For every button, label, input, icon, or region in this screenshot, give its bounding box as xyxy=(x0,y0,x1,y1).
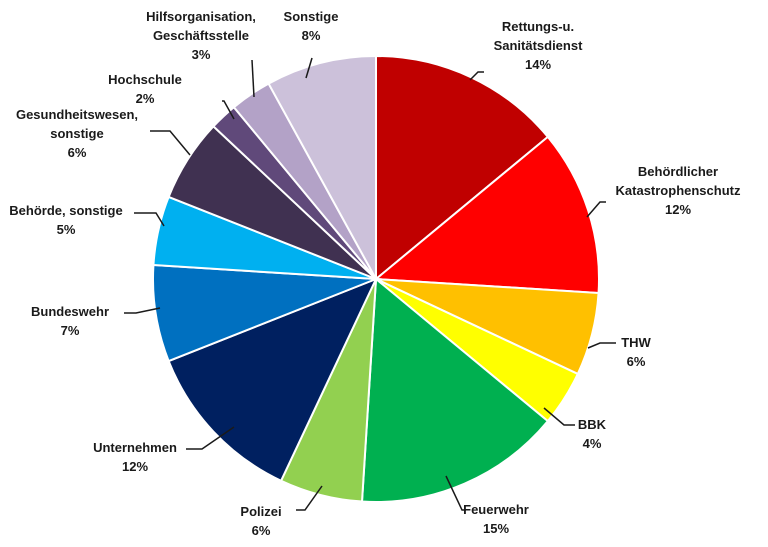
slice-name-label: Hilfsorganisation, xyxy=(146,9,256,24)
slice-name-label: Sanitätsdienst xyxy=(494,38,584,53)
slice-label-thw: THW 6% xyxy=(621,335,651,369)
leader-lines xyxy=(124,57,616,511)
slice-percent-label: 5% xyxy=(57,222,76,237)
slice-label-gesundheitswesen-sonstige: Gesundheitswesen, sonstige 6% xyxy=(16,107,138,160)
pie-slice-sonstige xyxy=(267,54,377,280)
slice-name-label: Bundeswehr xyxy=(31,304,109,319)
slice-label-sonstige: Sonstige 8% xyxy=(284,9,339,43)
slice-percent-label: 15% xyxy=(483,521,509,536)
leader-line-hilfsorganisation-geschäftsstelle xyxy=(251,59,255,98)
slice-label-behörde-sonstige: Behörde, sonstige 5% xyxy=(9,203,122,237)
slice-percent-label: 7% xyxy=(61,323,80,338)
slice-percent-label: 8% xyxy=(302,28,321,43)
slice-name-label: BBK xyxy=(578,417,607,432)
leader-line-behördlicher-katastrophenschutz xyxy=(586,201,606,218)
pie-slice-feuerwehr xyxy=(360,276,550,503)
slice-name-label: Polizei xyxy=(240,504,281,519)
leader-line-unternehmen xyxy=(186,426,235,450)
slice-labels: Rettungs-u. Sanitätsdienst 14% Behördlicher… xyxy=(9,9,741,538)
slice-percent-label: 4% xyxy=(583,436,602,451)
pie-slice-unternehmen xyxy=(167,277,378,483)
pie-slices xyxy=(152,54,600,503)
slice-percent-label: 6% xyxy=(627,354,646,369)
slice-name-label: sonstige xyxy=(50,126,103,141)
pie-slice-rettungs-u-sanitätsdienst xyxy=(375,54,550,282)
slice-percent-label: 3% xyxy=(192,47,211,62)
slice-label-hochschule: Hochschule 2% xyxy=(108,72,182,106)
slice-label-behördlicher-katastrophenschutz: Behördlicher Katastrophenschutz 12% xyxy=(616,164,741,217)
slice-label-unternehmen: Unternehmen 12% xyxy=(93,440,177,474)
slice-name-label: Unternehmen xyxy=(93,440,177,455)
slice-percent-label: 2% xyxy=(136,91,155,106)
slice-percent-label: 14% xyxy=(525,57,551,72)
slice-name-label: THW xyxy=(621,335,651,350)
leader-line-sonstige xyxy=(305,57,313,79)
leader-line-bbk xyxy=(543,407,575,426)
leader-line-hochschule xyxy=(222,100,235,120)
leader-line-bundeswehr xyxy=(124,307,161,314)
slice-label-hilfsorganisation-geschäftsstelle: Hilfsorganisation, Geschäftsstelle 3% xyxy=(146,9,256,62)
slice-name-label: Hochschule xyxy=(108,72,182,87)
slice-label-rettungs-u-sanitätsdienst: Rettungs-u. Sanitätsdienst 14% xyxy=(494,19,584,72)
slice-label-feuerwehr: Feuerwehr 15% xyxy=(463,502,529,536)
slice-percent-label: 12% xyxy=(122,459,148,474)
leader-line-polizei xyxy=(296,485,323,511)
slice-percent-label: 6% xyxy=(252,523,271,538)
slice-name-label: Rettungs-u. xyxy=(502,19,574,34)
leader-line-feuerwehr xyxy=(445,475,466,511)
pie-slice-behördlicher-katastrophenschutz xyxy=(373,135,600,295)
slice-name-label: Geschäftsstelle xyxy=(153,28,249,43)
leader-line-rettungs-u-sanitätsdienst xyxy=(469,71,484,81)
slice-name-label: Katastrophenschutz xyxy=(616,183,741,198)
slice-label-bbk: BBK 4% xyxy=(578,417,607,451)
leader-line-gesundheitswesen-sonstige xyxy=(150,130,191,156)
slice-percent-label: 12% xyxy=(665,202,691,217)
slice-name-label: Behörde, sonstige xyxy=(9,203,122,218)
slice-name-label: Feuerwehr xyxy=(463,502,529,517)
slice-label-polizei: Polizei 6% xyxy=(240,504,281,538)
slice-percent-label: 6% xyxy=(68,145,87,160)
slice-name-label: Gesundheitswesen, xyxy=(16,107,138,122)
leader-line-thw xyxy=(587,342,616,349)
slice-name-label: Behördlicher xyxy=(638,164,718,179)
slice-name-label: Sonstige xyxy=(284,9,339,24)
slice-label-bundeswehr: Bundeswehr 7% xyxy=(31,304,109,338)
leader-line-behörde-sonstige xyxy=(134,212,165,227)
